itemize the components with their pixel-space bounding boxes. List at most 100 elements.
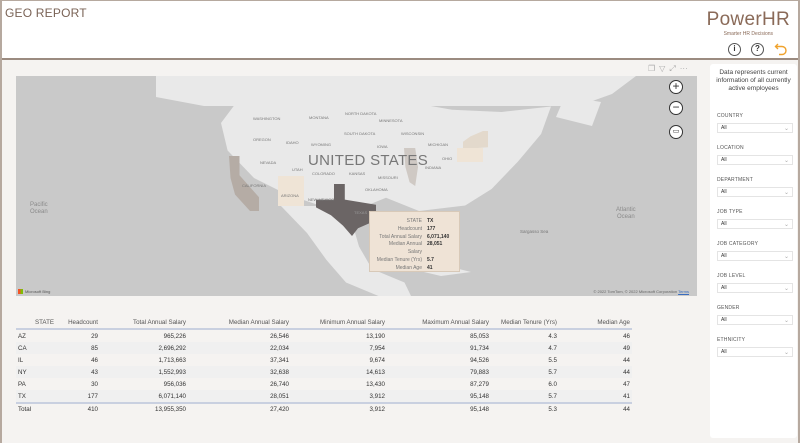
cell-median-salary: 22,034 — [270, 344, 289, 352]
zoom-out-button[interactable]: − — [669, 101, 683, 115]
cell-total-salary: 2,696,292 — [158, 344, 186, 352]
dropdown-value: All — [721, 125, 727, 131]
dropdown-value: All — [721, 285, 727, 291]
cell-median-tenure: 6.0 — [548, 380, 557, 388]
terms-link[interactable]: Terms — [678, 289, 689, 294]
state-label: NORTH DAKOTA — [345, 111, 377, 116]
focus-mode-icon[interactable]: ⤢ — [669, 64, 676, 73]
tooltip-row: STATE TX — [374, 218, 455, 226]
brand-name: PowerHR — [706, 9, 790, 30]
state-label: CALIFORNIA — [242, 183, 267, 188]
brand-logo: PowerHR Smarter HR Decisions — [707, 10, 790, 37]
state-label: TEXAS — [354, 210, 368, 215]
bing-label: Microsoft Bing — [25, 289, 51, 294]
back-icon[interactable] — [774, 42, 788, 56]
table-row[interactable]: AZ 29 965,226 26,546 13,190 85,053 4.3 46 — [16, 330, 632, 342]
column-header-total-salary[interactable]: Total Annual Salary — [133, 318, 186, 326]
column-header-state[interactable]: STATE — [34, 318, 54, 326]
cell-median-tenure: 4.3 — [548, 332, 557, 340]
cell-total-salary: 6,071,140 — [158, 392, 186, 400]
location-dropdown[interactable]: All ⌄ — [717, 155, 793, 165]
dropdown-value: All — [721, 189, 727, 195]
tooltip-row: Median Tenure (Yrs) 5.7 — [374, 257, 455, 265]
dropdown-value: All — [721, 157, 727, 163]
zoom-in-button[interactable]: + — [669, 80, 683, 94]
visual-header-toolbar: ❐ ▽ ⤢ ··· — [648, 64, 688, 74]
dropdown-value: All — [721, 317, 727, 323]
table-row[interactable]: CA 85 2,696,292 22,034 7,954 91,734 4.7 49 — [16, 342, 632, 354]
cell-min-salary: 13,430 — [366, 380, 385, 388]
atlantic-ocean-label: Atlantic Ocean — [616, 207, 636, 220]
state-pennsylvania[interactable] — [457, 148, 483, 162]
cell-headcount: 46 — [91, 356, 98, 364]
cell-state: TX — [18, 392, 26, 400]
chevron-down-icon: ⌄ — [783, 317, 789, 324]
tooltip-label: Median Age — [395, 264, 422, 271]
table-header: STATE Headcount Total Annual Salary Medi… — [16, 316, 632, 330]
page-title: GEO REPORT — [5, 6, 87, 20]
filter-label: LOCATION — [717, 145, 744, 151]
gender-dropdown[interactable]: All ⌄ — [717, 315, 793, 325]
cell-median-tenure: 5.5 — [548, 356, 557, 364]
chevron-down-icon: ⌄ — [783, 125, 789, 132]
more-options-icon[interactable]: ··· — [679, 64, 688, 73]
cell-min-salary: 3,912 — [369, 392, 385, 400]
help-icon[interactable]: ? — [751, 42, 764, 56]
table-row[interactable]: TX 177 6,071,140 28,051 3,912 95,148 5.7 41 — [16, 390, 632, 402]
cell-total-label: Total — [18, 405, 32, 413]
bing-attribution: Microsoft Bing — [18, 289, 50, 294]
filter-department: DEPARTMENT All ⌄ — [717, 177, 793, 197]
column-header-min-salary[interactable]: Minimum Annual Salary — [320, 318, 385, 326]
dropdown-value: All — [721, 253, 727, 259]
table-row[interactable]: NY 43 1,552,993 32,638 14,613 79,883 5.7 44 — [16, 366, 632, 378]
copy-icon[interactable]: ❐ — [648, 64, 656, 73]
state-label: ARIZONA — [281, 193, 299, 198]
cell-total-salary: 956,036 — [163, 380, 186, 388]
column-header-median-age[interactable]: Median Age — [597, 318, 630, 326]
tooltip-label: STATE — [406, 218, 422, 224]
table-row[interactable]: IL 46 1,713,663 37,341 9,674 94,526 5.5 44 — [16, 354, 632, 366]
cell-min-salary: 13,190 — [366, 332, 385, 340]
cell-min-salary: 14,613 — [366, 368, 385, 376]
state-label: MONTANA — [309, 115, 329, 120]
cell-headcount: 85 — [91, 344, 98, 352]
map-selection-icon[interactable]: ▭ — [669, 125, 683, 139]
tooltip-label: Median Annual Salary — [388, 241, 422, 256]
cell-headcount: 410 — [87, 405, 98, 413]
filter-icon[interactable]: ▽ — [659, 64, 666, 73]
data-note: Data represents current information of a… — [716, 69, 791, 92]
state-label: MINNESOTA — [379, 118, 403, 123]
cell-median-salary: 27,420 — [270, 405, 289, 413]
cell-median-age: 47 — [623, 380, 630, 388]
state-label: KANSAS — [349, 171, 366, 176]
ethnicity-dropdown[interactable]: All ⌄ — [717, 347, 793, 357]
state-label: MICHIGAN — [428, 142, 448, 147]
cell-total-salary: 1,713,663 — [158, 356, 186, 364]
column-header-max-salary[interactable]: Maximum Annual Salary — [422, 318, 489, 326]
table-row[interactable]: PA 30 956,036 26,740 13,430 87,279 6.0 47 — [16, 378, 632, 390]
chevron-down-icon: ⌄ — [783, 349, 789, 356]
cell-median-tenure: 5.3 — [548, 405, 557, 413]
department-dropdown[interactable]: All ⌄ — [717, 187, 793, 197]
job-level-dropdown[interactable]: All ⌄ — [717, 283, 793, 293]
cell-max-salary: 95,148 — [470, 405, 489, 413]
column-header-median-tenure[interactable]: Median Tenure (Yrs) — [501, 318, 557, 326]
filled-map[interactable]: UNITED STATES WASHINGTON MONTANA NORTH D… — [16, 76, 697, 296]
microsoft-logo-icon — [18, 289, 23, 294]
column-header-headcount[interactable]: Headcount — [68, 318, 98, 326]
cell-median-tenure: 4.7 — [548, 344, 557, 352]
filter-label: ETHNICITY — [717, 337, 746, 343]
chevron-down-icon: ⌄ — [783, 285, 789, 292]
tooltip-label: Headcount — [397, 225, 422, 232]
info-icon[interactable]: i — [728, 42, 741, 56]
column-header-median-salary[interactable]: Median Annual Salary — [228, 318, 289, 326]
country-dropdown[interactable]: All ⌄ — [717, 123, 793, 133]
tooltip-value: 6,071,140 — [427, 233, 450, 240]
state-arizona[interactable] — [278, 176, 304, 206]
filter-gender: GENDER All ⌄ — [717, 305, 793, 325]
job-type-dropdown[interactable]: All ⌄ — [717, 219, 793, 229]
chevron-down-icon: ⌄ — [783, 189, 789, 196]
job-category-dropdown[interactable]: All ⌄ — [717, 251, 793, 261]
map-copyright: © 2022 TomTom, © 2022 Microsoft Corporat… — [593, 289, 689, 294]
cell-total-salary: 1,552,993 — [158, 368, 186, 376]
